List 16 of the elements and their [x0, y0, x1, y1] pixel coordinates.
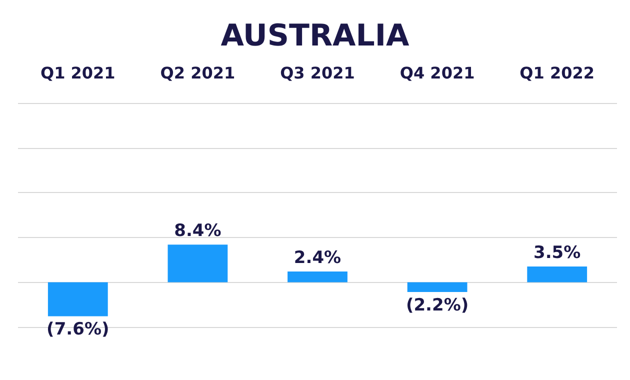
chart-title: AUSTRALIA [220, 18, 410, 54]
x-tick-label: Q1 2022 [520, 64, 595, 82]
x-tick-label: Q2 2021 [160, 64, 236, 82]
bar [288, 271, 348, 282]
x-tick-label: Q4 2021 [400, 64, 475, 82]
bar [48, 282, 108, 316]
data-label: 2.4% [294, 248, 342, 268]
data-label: (7.6%) [46, 320, 110, 340]
x-tick-label: Q3 2021 [280, 64, 355, 82]
data-label: 3.5% [534, 243, 581, 264]
bar [407, 282, 468, 292]
bar [168, 244, 228, 282]
data-label: (2.2%) [406, 296, 469, 316]
data-label: 8.4% [174, 221, 222, 242]
x-tick-label: Q1 2021 [40, 64, 116, 82]
bar [527, 266, 588, 282]
